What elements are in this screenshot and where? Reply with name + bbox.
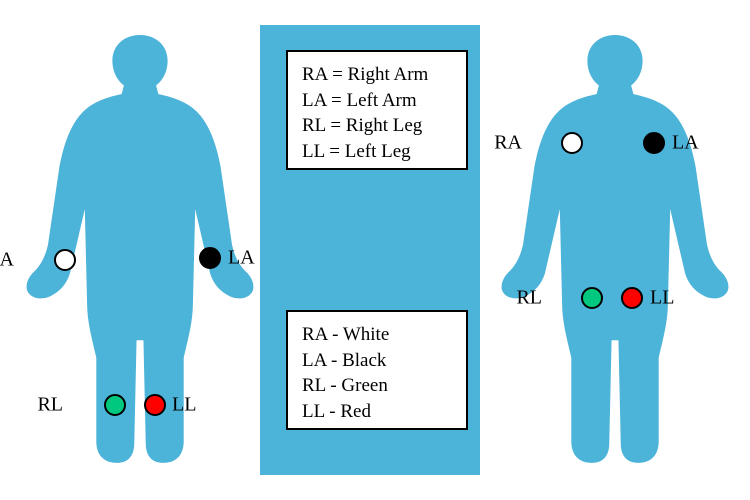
left-electrode-ll [144,394,166,416]
legend-colors-box-line: LA - Black [302,348,452,374]
left-label-la: LA [228,247,255,270]
left-label-ra: RA [0,249,14,272]
right-electrode-la [643,132,665,154]
legend-definitions-box-line: RL = Right Leg [302,113,452,139]
right-electrode-rl [581,287,603,309]
left-label-rl: RL [37,394,63,417]
left-electrode-ra [54,249,76,271]
left-label-ll: LL [172,394,196,417]
legend-definitions-box-line: LL = Left Leg [302,139,452,165]
right-electrode-ll [621,287,643,309]
legend-definitions-box: RA = Right ArmLA = Left ArmRL = Right Le… [286,50,468,170]
right-label-la: LA [672,132,699,155]
left-electrode-rl [104,394,126,416]
left-electrode-la [199,247,221,269]
legend-definitions-box-line: RA = Right Arm [302,62,452,88]
legend-colors-box: RA - WhiteLA - BlackRL - GreenLL - Red [286,310,468,430]
right-body-silhouette-shape [502,35,729,463]
legend-colors-box-line: LL - Red [302,399,452,425]
right-label-ra: RA [494,132,522,155]
legend-definitions-box-line: LA = Left Arm [302,88,452,114]
legend-colors-box-line: RA - White [302,322,452,348]
right-label-ll: LL [650,287,674,310]
right-body-silhouette [500,35,730,465]
legend-colors-box-line: RL - Green [302,373,452,399]
right-electrode-ra [561,132,583,154]
right-label-rl: RL [516,287,542,310]
